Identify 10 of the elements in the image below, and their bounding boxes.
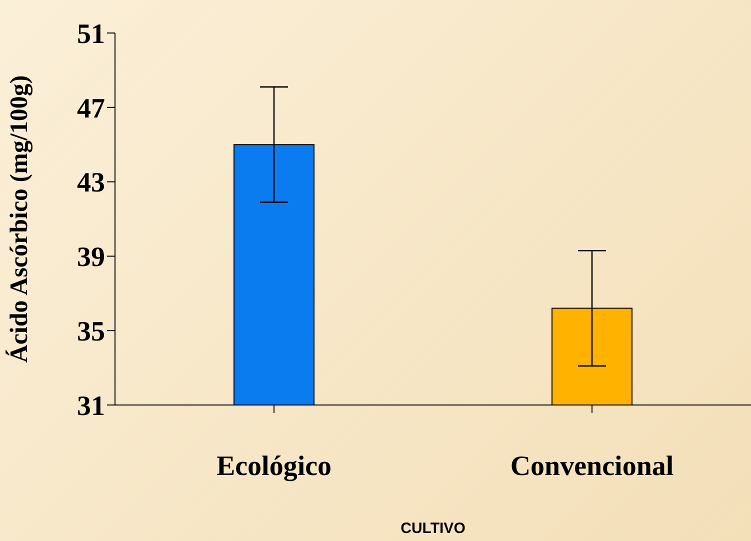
x-tick-label: Ecológico [216,450,332,482]
y-tick-label: 51 [77,18,105,50]
y-tick-label: 43 [77,168,105,199]
y-axis-title: Ácido Ascórbico (mg/100g) [4,75,33,363]
y-tick-label: 39 [77,242,105,274]
y-tick-label: 31 [77,390,105,422]
y-tick-label: 35 [77,316,105,348]
x-tick-label: Convencional [510,450,674,482]
y-tick-label: 47 [77,93,105,124]
x-axis-title: CULTIVO [400,520,466,537]
